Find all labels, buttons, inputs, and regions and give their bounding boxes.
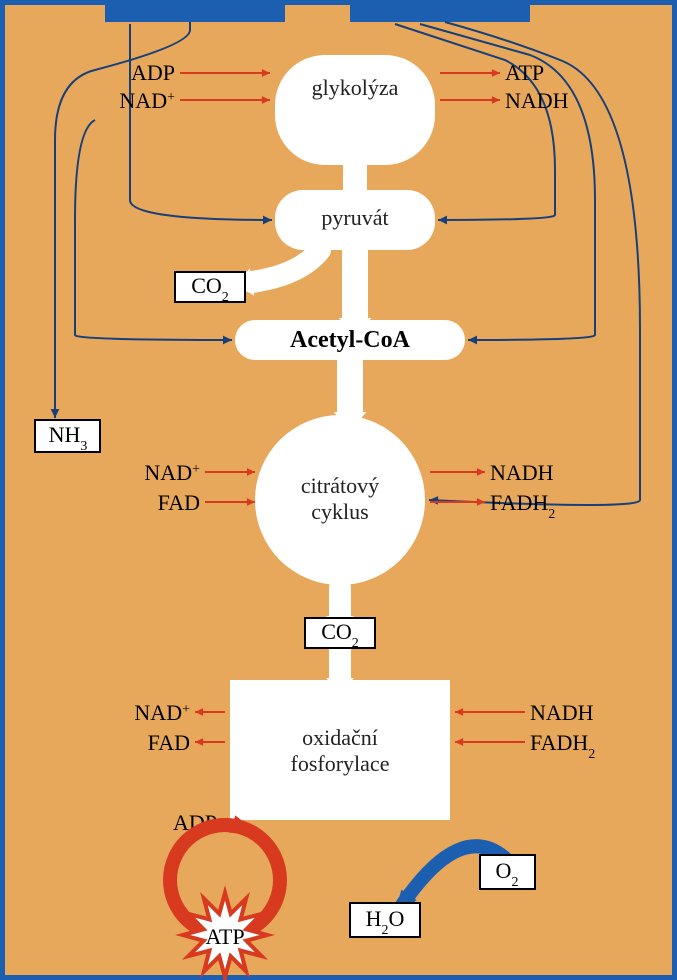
node-glycolysis-label: glykolýza (312, 75, 399, 100)
io-label-9: FAD (148, 730, 190, 755)
io-label-0: ADP (131, 60, 175, 85)
node-glycolysis (275, 55, 435, 165)
node-atp_star-label: ATP (205, 924, 244, 949)
io-label-8: NAD+ (134, 700, 190, 725)
node-oxphos-label2: fosforylace (291, 751, 390, 776)
node-citrate-label2: cyklus (311, 499, 368, 524)
node-acetyl-label: Acetyl-CoA (290, 327, 411, 353)
io-label-4: NAD+ (144, 460, 200, 485)
io-label-6: NADH (490, 460, 554, 485)
source-tab-0 (105, 0, 285, 22)
io-label-5: FAD (158, 490, 200, 515)
node-oxphos (230, 680, 450, 820)
node-citrate-label1: citrátový (301, 473, 379, 498)
io-label-10: NADH (530, 700, 594, 725)
node-pyruvate-label: pyruvát (321, 205, 388, 230)
io-label-1: NAD+ (119, 88, 175, 113)
io-label-2: ATP (505, 60, 544, 85)
source-tab-1 (350, 0, 530, 22)
io-label-3: NADH (505, 88, 569, 113)
node-oxphos-label1: oxidační (302, 725, 378, 750)
